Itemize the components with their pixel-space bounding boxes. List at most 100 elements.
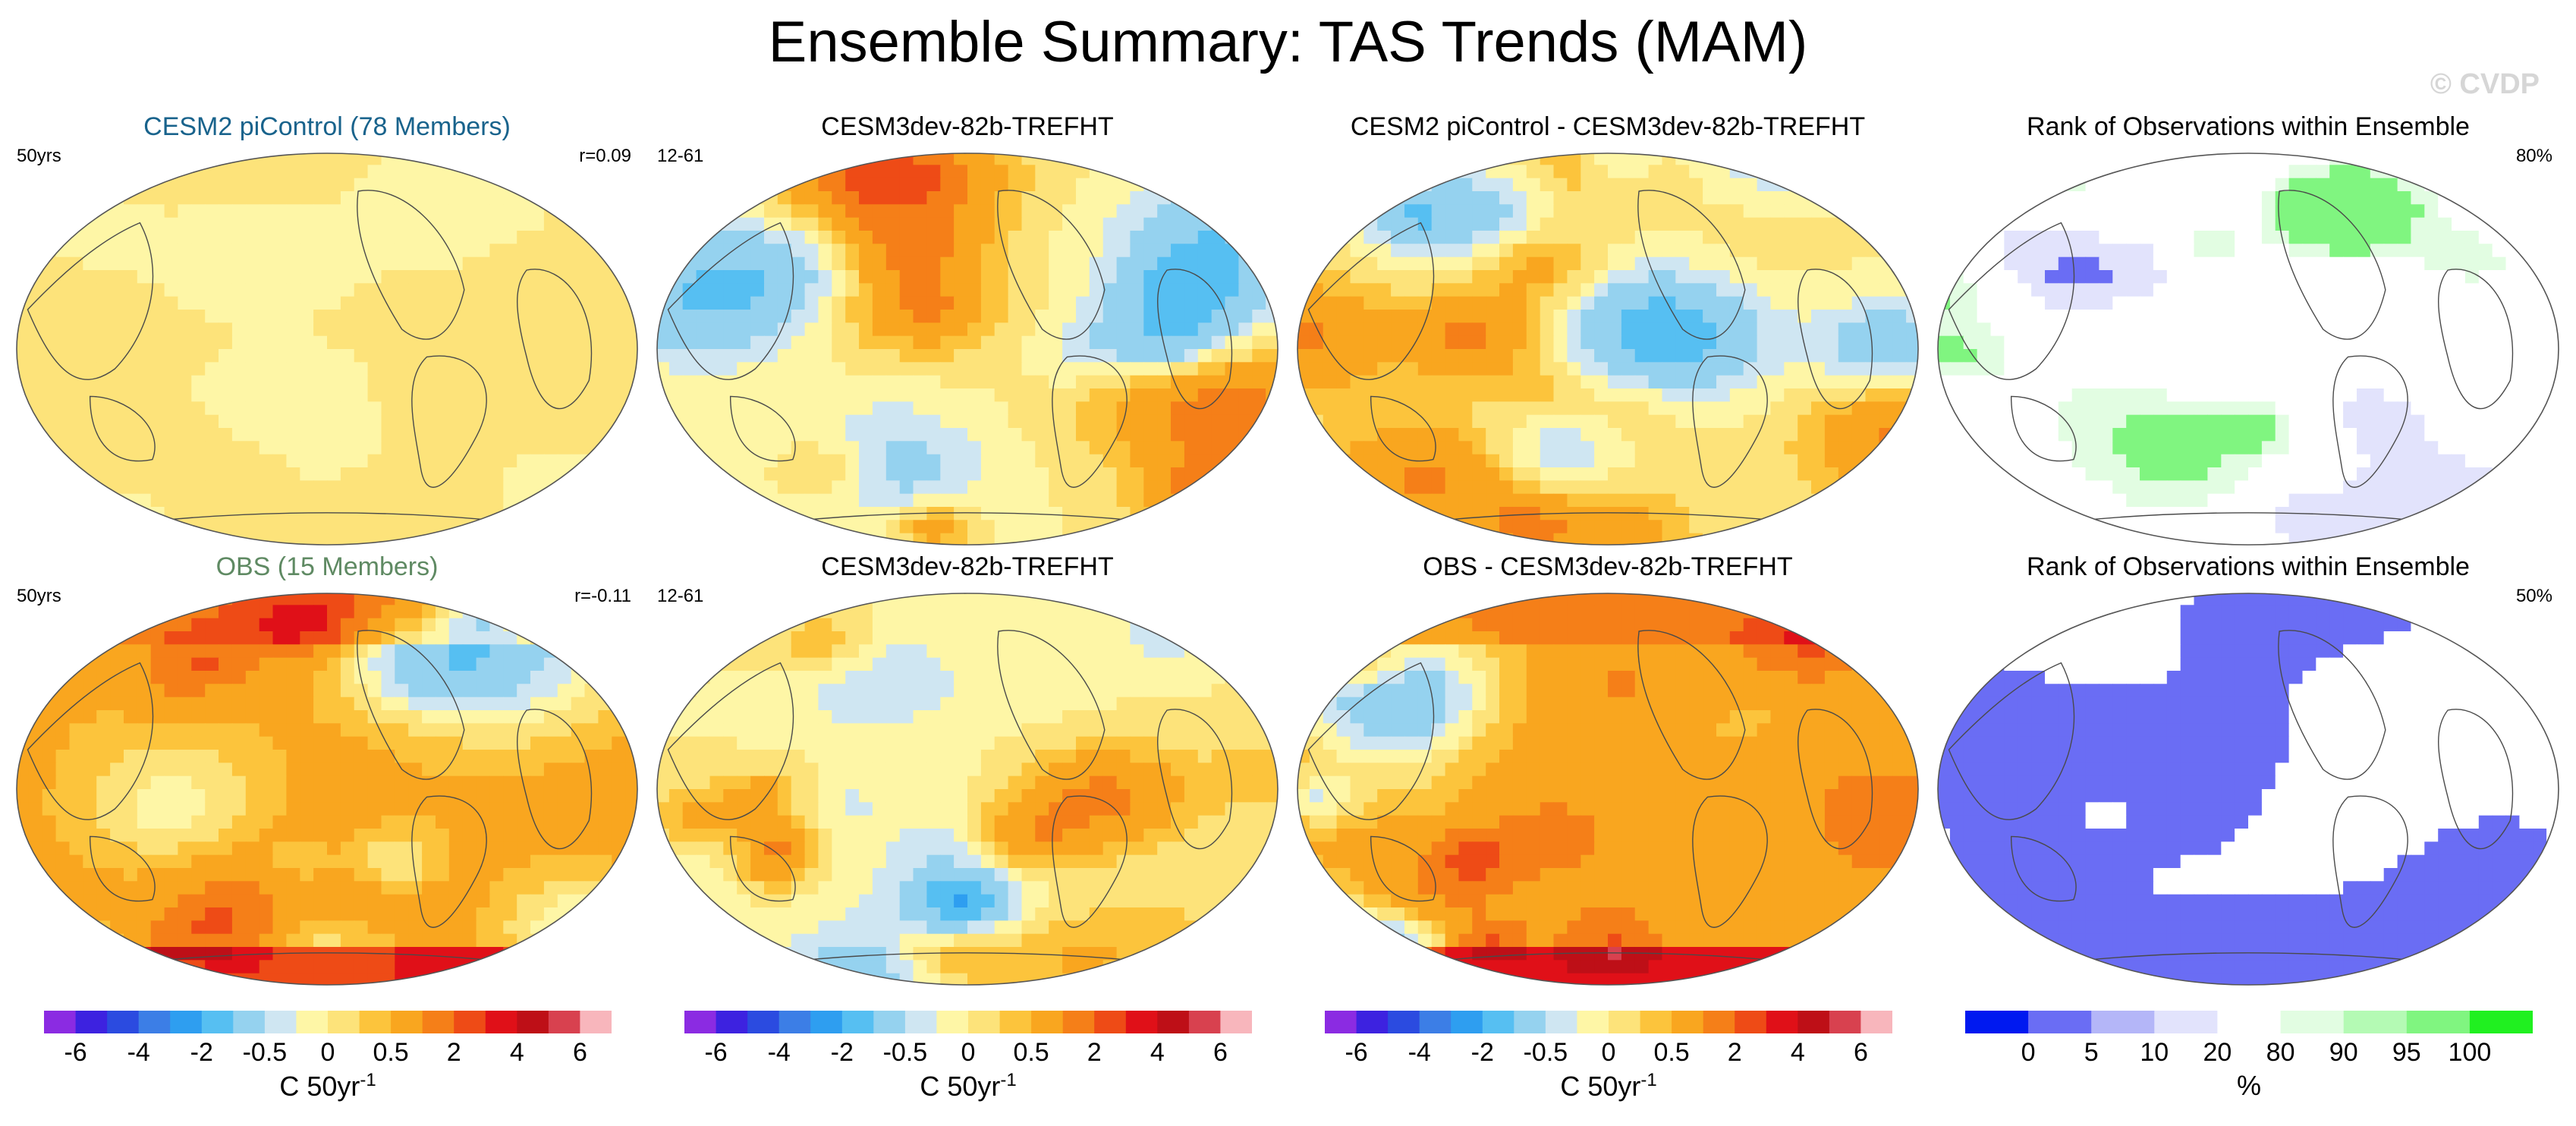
map-cell <box>150 375 165 389</box>
map-cell <box>1238 153 1253 165</box>
map-cell <box>1323 414 1338 429</box>
map-cell <box>1404 507 1419 521</box>
map-cell <box>2261 335 2276 350</box>
map-cell <box>723 191 738 205</box>
map-cell <box>598 467 612 481</box>
map-cell <box>1486 493 1500 508</box>
map-cell <box>668 191 684 205</box>
map-cell <box>1211 244 1226 258</box>
map-cell <box>1499 414 1514 429</box>
map-cell <box>1404 217 1419 231</box>
map-cell <box>231 493 247 508</box>
map-cell <box>164 270 179 284</box>
map-cell <box>584 178 599 192</box>
map-cell <box>1512 335 1527 350</box>
map-cell <box>954 165 968 179</box>
map-cell <box>1336 231 1351 244</box>
map-cell <box>150 467 165 481</box>
map-cell <box>1798 362 1812 376</box>
map-cell <box>367 165 382 179</box>
map-cell <box>696 375 711 389</box>
map-cell <box>1076 231 1090 244</box>
map-cell <box>1062 283 1077 297</box>
map-cell <box>2018 217 2032 231</box>
map-cell <box>272 296 287 310</box>
map-cell <box>2261 244 2276 258</box>
map-cell <box>668 533 684 545</box>
map-cell <box>381 231 395 244</box>
map-cell <box>1171 153 1185 165</box>
map-cell <box>1526 296 1541 310</box>
map-cell <box>2343 244 2357 258</box>
map-cell <box>381 310 395 323</box>
map-cell <box>696 480 711 495</box>
map-cell <box>42 283 57 297</box>
map-cell <box>967 204 982 219</box>
map-cell <box>245 283 260 297</box>
map-cell <box>178 310 192 323</box>
map-cell <box>1323 349 1338 363</box>
map-cell <box>2452 217 2466 231</box>
map-cell <box>1266 362 1278 376</box>
map-cell <box>2275 375 2290 389</box>
map-cell <box>1404 310 1419 323</box>
map-cell <box>2194 362 2208 376</box>
map-cell <box>1157 217 1172 231</box>
map-cell <box>2288 178 2304 192</box>
map-cell <box>1238 296 1253 310</box>
map-cell <box>2031 191 2046 205</box>
map-cell <box>2071 362 2087 376</box>
map-cell <box>42 401 57 416</box>
map-cell <box>2519 270 2534 284</box>
map-cell <box>1892 493 1907 508</box>
map-cell <box>2126 296 2140 310</box>
map-cell <box>530 256 545 271</box>
map-cell <box>940 493 955 508</box>
map-cell <box>598 270 612 284</box>
map-cell <box>1892 428 1907 442</box>
map-cell <box>1608 310 1622 323</box>
map-cell <box>1892 335 1907 350</box>
map-cell <box>967 244 982 258</box>
map-cell <box>872 441 887 455</box>
map-cell <box>2383 335 2398 350</box>
map-cell <box>272 520 287 534</box>
map-cell <box>367 244 382 258</box>
map-cell <box>150 414 165 429</box>
map-cell <box>598 388 612 402</box>
map-cell <box>381 204 395 219</box>
map-cell <box>1197 165 1213 179</box>
map-cell <box>2492 178 2507 192</box>
map-cell <box>1648 335 1663 350</box>
map-cell <box>17 178 30 192</box>
map-cell <box>584 153 599 165</box>
map-cell <box>1252 296 1266 310</box>
map-cell <box>1811 217 1826 231</box>
map-cell <box>1581 178 1595 192</box>
map-cell <box>124 178 138 192</box>
map-cell <box>55 165 71 179</box>
map-cell <box>1297 256 1310 271</box>
map-cell <box>1798 204 1812 219</box>
map-cell <box>422 362 436 376</box>
map-cell <box>657 493 670 508</box>
map-cell <box>259 310 274 323</box>
map-cell <box>2275 256 2290 271</box>
map-cell <box>1486 310 1500 323</box>
map-cell <box>625 256 637 271</box>
map-cell <box>1879 178 1893 192</box>
map-cell <box>791 349 806 363</box>
map-cell <box>1391 217 1405 231</box>
map-cell <box>42 467 57 481</box>
map-cell <box>1197 533 1213 545</box>
map-cell <box>178 493 192 508</box>
map-cell <box>1143 231 1158 244</box>
map-cell <box>1157 296 1172 310</box>
map-cell <box>1021 375 1036 389</box>
map-cell <box>1567 296 1581 310</box>
map-cell <box>69 244 83 258</box>
map-cell <box>625 178 637 192</box>
map-cell <box>832 428 846 442</box>
map-cell <box>1824 467 1839 481</box>
map-cell <box>1675 467 1690 481</box>
